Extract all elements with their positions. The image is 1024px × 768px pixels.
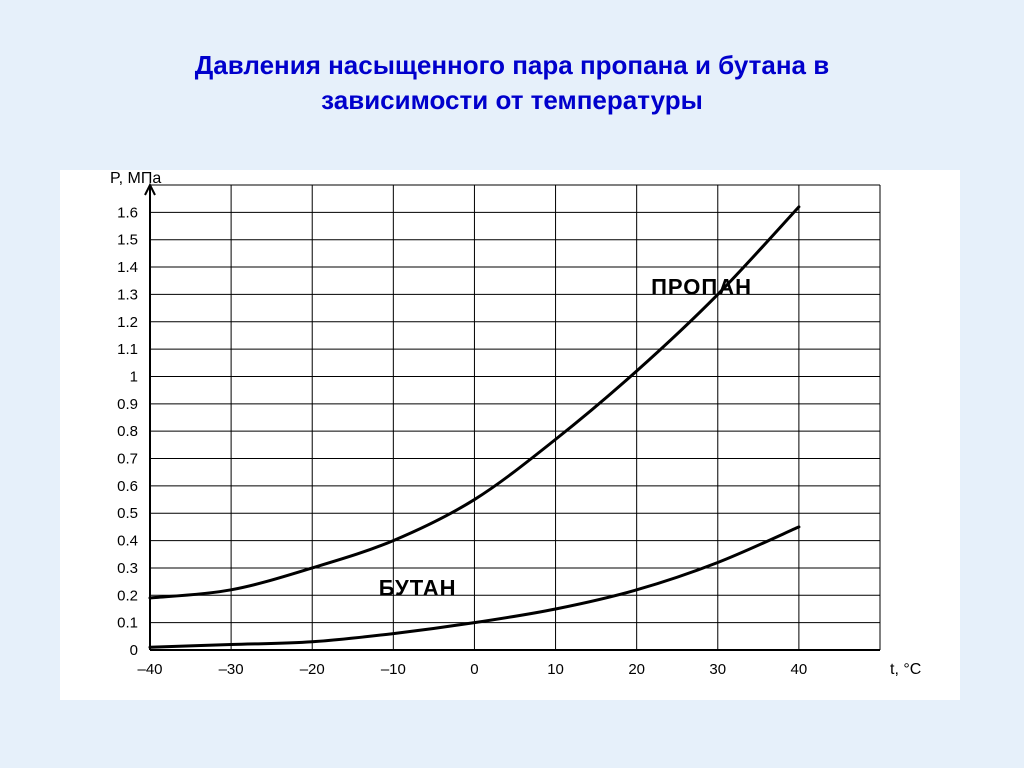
- y-tick-label: 0.1: [117, 615, 138, 632]
- y-tick-label: 1.5: [117, 232, 138, 249]
- title-line-1: Давления насыщенного пара пропана и бута…: [195, 50, 829, 80]
- x-tick-label: –10: [381, 661, 406, 678]
- vapor-pressure-chart: –40 –30 –20 –10 0 10 20 30 40 t, °C 0 0.1 0.2 0.3 0.4 0…: [60, 170, 960, 700]
- y-tick-label: 0.3: [117, 560, 138, 577]
- y-tick-label: 0.5: [117, 505, 138, 522]
- x-tick-label: –40: [137, 661, 162, 678]
- x-tick-label: 40: [791, 661, 808, 678]
- title-line-2: зависимости от температуры: [321, 85, 703, 115]
- y-tick-label: 0.4: [117, 533, 138, 550]
- series-label-пропан: ПРОПАН: [651, 274, 752, 299]
- x-axis-label: t, °C: [890, 661, 921, 678]
- y-tick-label: 1.1: [117, 341, 138, 358]
- y-tick-label: 0.9: [117, 396, 138, 413]
- chart-container: –40 –30 –20 –10 0 10 20 30 40 t, °C 0 0.1 0.2 0.3 0.4 0…: [60, 170, 960, 700]
- x-tick-label: 30: [709, 661, 726, 678]
- y-tick-label: 0.8: [117, 423, 138, 440]
- x-tick-label: 20: [628, 661, 645, 678]
- y-tick-label: 0.6: [117, 478, 138, 495]
- y-tick-label: 1.4: [117, 259, 138, 276]
- y-tick-label: 0.2: [117, 587, 138, 604]
- y-tick-label: 1.6: [117, 204, 138, 221]
- x-tick-label: 0: [470, 661, 478, 678]
- y-axis-label: P, МПа: [110, 170, 161, 187]
- y-tick-label: 0: [130, 642, 138, 659]
- x-tick-label: –30: [219, 661, 244, 678]
- y-tick-label: 1: [130, 368, 138, 385]
- y-tick-label: 0.7: [117, 451, 138, 468]
- x-tick-label: 10: [547, 661, 564, 678]
- y-tick-label: 1.2: [117, 314, 138, 331]
- y-tick-label: 1.3: [117, 286, 138, 303]
- slide: Давления насыщенного пара пропана и бута…: [0, 0, 1024, 768]
- series-label-бутан: БУТАН: [379, 575, 457, 600]
- slide-title: Давления насыщенного пара пропана и бута…: [0, 48, 1024, 118]
- x-tick-label: –20: [300, 661, 325, 678]
